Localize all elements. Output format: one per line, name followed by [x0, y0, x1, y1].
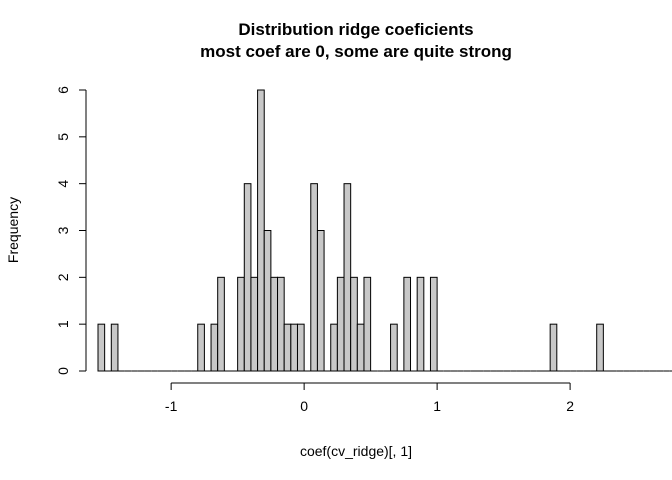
histogram-bar — [263, 230, 272, 372]
histogram-bar — [416, 276, 425, 372]
histogram-bar — [549, 323, 558, 372]
histogram-bar — [283, 323, 292, 372]
histogram-bar — [296, 323, 305, 372]
x-axis: -1 0 1 2 — [165, 382, 574, 414]
histogram-bar — [217, 276, 225, 372]
histogram-bar — [356, 323, 365, 372]
histogram-bar — [310, 183, 318, 372]
y-tick-label: 5 — [55, 133, 71, 141]
histogram-bar — [243, 183, 252, 372]
histogram-bar — [277, 276, 285, 372]
histogram-bar — [336, 276, 345, 372]
histogram-bar — [363, 276, 372, 372]
y-tick-label: 4 — [55, 180, 71, 188]
histogram-bar — [270, 276, 279, 372]
histogram-bar — [210, 323, 219, 372]
x-tick-label: 2 — [566, 398, 574, 414]
x-tick-label: 1 — [433, 398, 441, 414]
x-tick-label: -1 — [165, 398, 178, 414]
y-tick-label: 3 — [55, 226, 71, 234]
chart-title: Distribution ridge coeficients — [238, 20, 473, 39]
histogram-bar — [290, 323, 298, 372]
histogram-bar — [197, 323, 205, 372]
histogram-bar — [390, 323, 398, 372]
histogram-bar — [596, 323, 604, 372]
histogram-bars — [97, 89, 672, 372]
y-axis-label: Frequency — [5, 197, 21, 263]
histogram-bar — [257, 89, 265, 372]
y-tick-label: 2 — [55, 273, 71, 281]
histogram-bar — [110, 323, 119, 372]
histogram-bar — [350, 276, 358, 372]
histogram-bar — [316, 230, 325, 372]
histogram-bar — [330, 323, 338, 372]
y-tick-label: 6 — [55, 86, 71, 94]
y-axis: 0 1 2 3 4 5 6 — [55, 86, 87, 375]
x-tick-label: 0 — [300, 398, 308, 414]
histogram-bar — [403, 276, 412, 372]
y-tick-label: 0 — [55, 367, 71, 375]
x-axis-label: coef(cv_ridge)[, 1] — [300, 443, 412, 459]
histogram-bar — [97, 323, 106, 372]
histogram-bar — [250, 276, 259, 372]
histogram-bar — [237, 276, 245, 372]
chart-subtitle: most coef are 0, some are quite strong — [200, 42, 512, 61]
y-tick-label: 1 — [55, 320, 71, 328]
histogram-bar — [429, 276, 438, 372]
histogram-bar — [343, 183, 352, 372]
